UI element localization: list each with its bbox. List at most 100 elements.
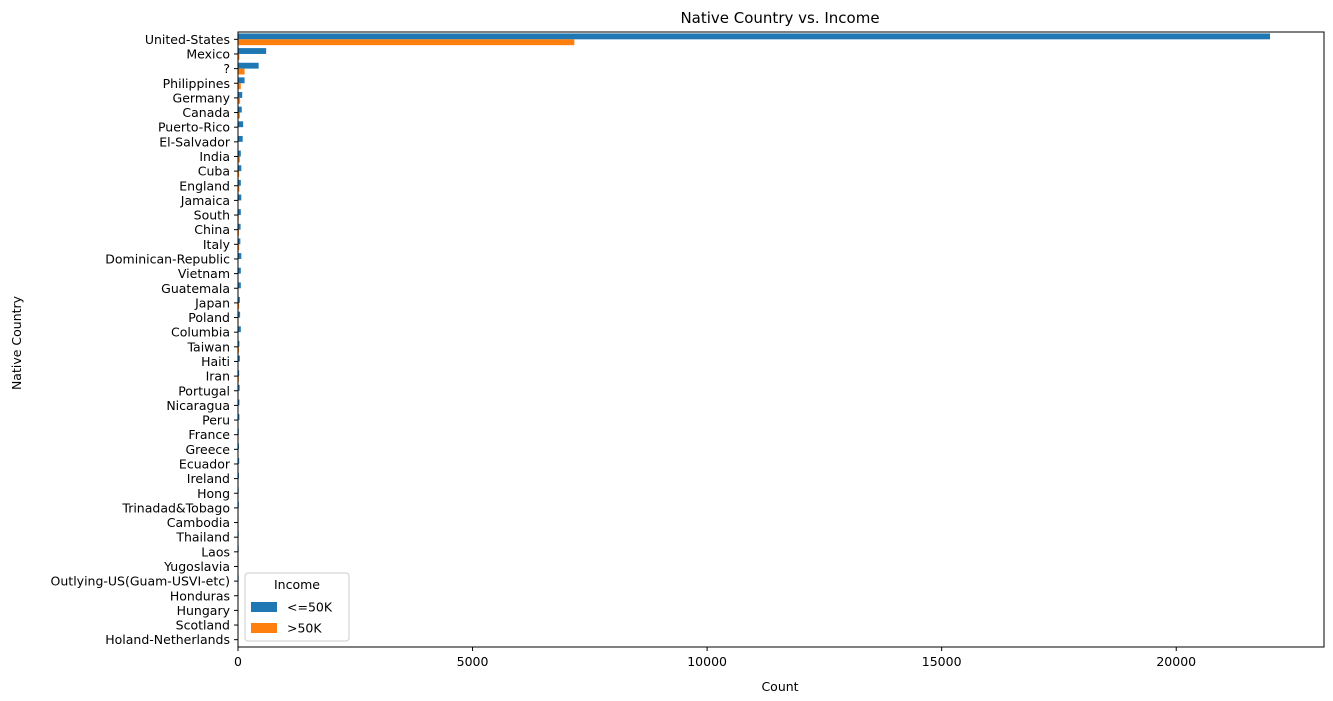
y-tick-label: Philippines — [163, 76, 230, 91]
y-tick-label: Laos — [201, 544, 230, 559]
y-tick-label: South — [194, 208, 230, 223]
y-tick-label: Jamaica — [180, 193, 230, 208]
y-tick-label: United-States — [145, 32, 230, 47]
legend-title: Income — [274, 577, 320, 592]
bar-gt50k-5 — [238, 112, 240, 119]
bar-le50k-10 — [238, 179, 241, 186]
y-tick-label: Japan — [194, 295, 230, 310]
bar-gt50k-9 — [238, 171, 240, 177]
bar-le50k-24 — [238, 384, 240, 391]
y-tick-label: Ecuador — [179, 456, 231, 471]
y-tick-label: Nicaragua — [166, 398, 230, 413]
y-tick-label: Holand-Netherlands — [105, 632, 230, 647]
legend-label-le50k: <=50K — [287, 600, 333, 615]
x-axis: 0 5000 10000 15000 20000 — [234, 647, 1196, 669]
bar-le50k-22 — [238, 355, 240, 362]
y-tick-label: Cuba — [198, 164, 230, 179]
bar-le50k-15 — [238, 253, 242, 259]
y-tick-label: Italy — [203, 237, 231, 252]
y-tick-label: Hungary — [177, 603, 231, 618]
bar-gt50k-1 — [238, 53, 240, 60]
y-tick-label: Haiti — [201, 354, 230, 369]
bar-le50k-26 — [238, 414, 240, 421]
legend-label-gt50k: >50K — [287, 621, 322, 636]
bar-le50k-11 — [238, 194, 242, 201]
y-tick-label: Ireland — [187, 471, 230, 486]
bar-le50k-14 — [238, 238, 241, 245]
y-tick-label: Poland — [188, 310, 230, 325]
y-tick-label: France — [188, 427, 230, 442]
bar-le50k-13 — [238, 223, 241, 230]
y-tick-label: Mexico — [186, 46, 230, 61]
x-tick-label: 15000 — [922, 654, 962, 669]
chart-title: Native Country vs. Income — [680, 9, 879, 27]
y-tick-label: Honduras — [170, 588, 230, 603]
legend: Income <=50K >50K — [244, 572, 350, 642]
y-tick-label: Outlying-US(Guam-USVI-etc) — [51, 574, 230, 589]
bar-le50k-16 — [238, 267, 241, 274]
bar-le50k-25 — [238, 399, 240, 406]
bar-le50k-2 — [238, 62, 259, 69]
y-tick-label: Thailand — [175, 530, 230, 545]
bar-gt50k-8 — [238, 156, 240, 163]
y-tick-label: Scotland — [176, 618, 230, 633]
y-axis-title: Native Country — [9, 295, 24, 390]
bar-le50k-20 — [238, 326, 241, 333]
y-tick-label: Puerto-Rico — [158, 120, 230, 135]
bar-le50k-23 — [238, 370, 240, 377]
legend-entries: <=50K >50K — [251, 600, 333, 636]
y-tick-label: Yugoslavia — [163, 559, 230, 574]
y-tick-label: Cambodia — [167, 515, 230, 530]
y-axis: United-StatesMexico?PhilippinesGermanyCa… — [51, 32, 238, 647]
x-tick-label: 0 — [234, 654, 242, 669]
y-tick-label: Trinadad&Tobago — [121, 500, 230, 515]
bar-le50k-18 — [238, 297, 240, 303]
y-tick-label: ? — [223, 61, 230, 76]
bar-le50k-3 — [238, 77, 245, 84]
bar-le50k-29 — [238, 458, 240, 464]
y-tick-label: Germany — [173, 90, 231, 105]
y-tick-label: England — [179, 178, 230, 193]
bar-le50k-12 — [238, 209, 241, 216]
x-tick-label: 10000 — [687, 654, 727, 669]
bar-le50k-4 — [238, 92, 243, 98]
y-tick-label: Portugal — [178, 383, 230, 398]
y-tick-label: Dominican-Republic — [105, 251, 230, 266]
bar-le50k-6 — [238, 121, 244, 128]
bar-le50k-1 — [238, 48, 267, 54]
x-tick-label: 20000 — [1156, 654, 1196, 669]
x-axis-title: Count — [761, 679, 798, 694]
y-tick-label: Guatemala — [161, 281, 230, 296]
bar-le50k-5 — [238, 106, 242, 113]
x-tick-label: 5000 — [457, 654, 489, 669]
bar-gt50k-3 — [238, 83, 241, 90]
y-tick-label: China — [194, 222, 230, 237]
bar-gt50k-2 — [238, 68, 245, 75]
y-tick-label: Iran — [206, 369, 230, 384]
y-tick-label: Canada — [182, 105, 230, 120]
bar-le50k-9 — [238, 165, 242, 172]
y-tick-label: Taiwan — [186, 339, 230, 354]
bar-gt50k-4 — [238, 97, 241, 104]
y-tick-label: Hong — [197, 486, 230, 501]
bar-le50k-8 — [238, 150, 241, 157]
legend-swatch-le50k — [251, 602, 277, 612]
y-tick-label: Greece — [186, 442, 231, 457]
y-tick-label: India — [199, 149, 230, 164]
bar-gt50k-18 — [238, 302, 240, 309]
y-tick-label: Vietnam — [178, 266, 230, 281]
bar-gt50k-14 — [238, 244, 240, 251]
bar-le50k-21 — [238, 340, 240, 347]
bar-le50k-7 — [238, 135, 243, 142]
bar-le50k-0 — [238, 33, 1271, 40]
bar-le50k-19 — [238, 311, 241, 318]
bar-gt50k-0 — [238, 39, 575, 46]
bar-gt50k-10 — [238, 185, 240, 192]
y-tick-label: El-Salvador — [159, 134, 231, 149]
y-tick-label: Columbia — [171, 325, 230, 340]
y-tick-label: Peru — [202, 413, 230, 428]
legend-swatch-gt50k — [251, 623, 277, 633]
